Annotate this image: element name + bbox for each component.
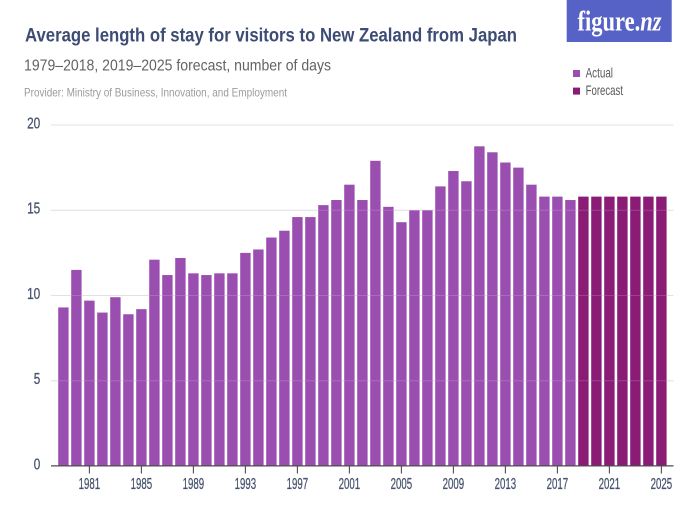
svg-text:2013: 2013 <box>495 476 517 493</box>
svg-text:Forecast: Forecast <box>586 83 624 98</box>
svg-text:1989: 1989 <box>183 476 205 493</box>
svg-text:10: 10 <box>27 286 40 303</box>
svg-text:5: 5 <box>34 371 41 388</box>
svg-text:2001: 2001 <box>339 476 361 493</box>
svg-text:15: 15 <box>27 201 40 218</box>
svg-text:0: 0 <box>34 456 41 473</box>
svg-text:2009: 2009 <box>443 476 465 493</box>
svg-text:Provider: Ministry of Business: Provider: Ministry of Business, Innovati… <box>24 86 288 99</box>
svg-text:2005: 2005 <box>391 476 413 493</box>
svg-text:1979–2018, 2019–2025 forecast,: 1979–2018, 2019–2025 forecast, number of… <box>24 58 331 75</box>
svg-text:2025: 2025 <box>651 476 673 493</box>
svg-text:1997: 1997 <box>287 476 309 493</box>
svg-text:2021: 2021 <box>599 476 621 493</box>
svg-text:2017: 2017 <box>547 476 569 493</box>
svg-text:1993: 1993 <box>235 476 257 493</box>
svg-text:Actual: Actual <box>586 66 613 81</box>
svg-text:Average length of stay for vis: Average length of stay for visitors to N… <box>25 25 517 47</box>
svg-text:1985: 1985 <box>131 476 153 493</box>
svg-text:1981: 1981 <box>79 476 101 493</box>
svg-text:figure.nz: figure.nz <box>578 7 662 38</box>
svg-text:20: 20 <box>27 115 40 132</box>
